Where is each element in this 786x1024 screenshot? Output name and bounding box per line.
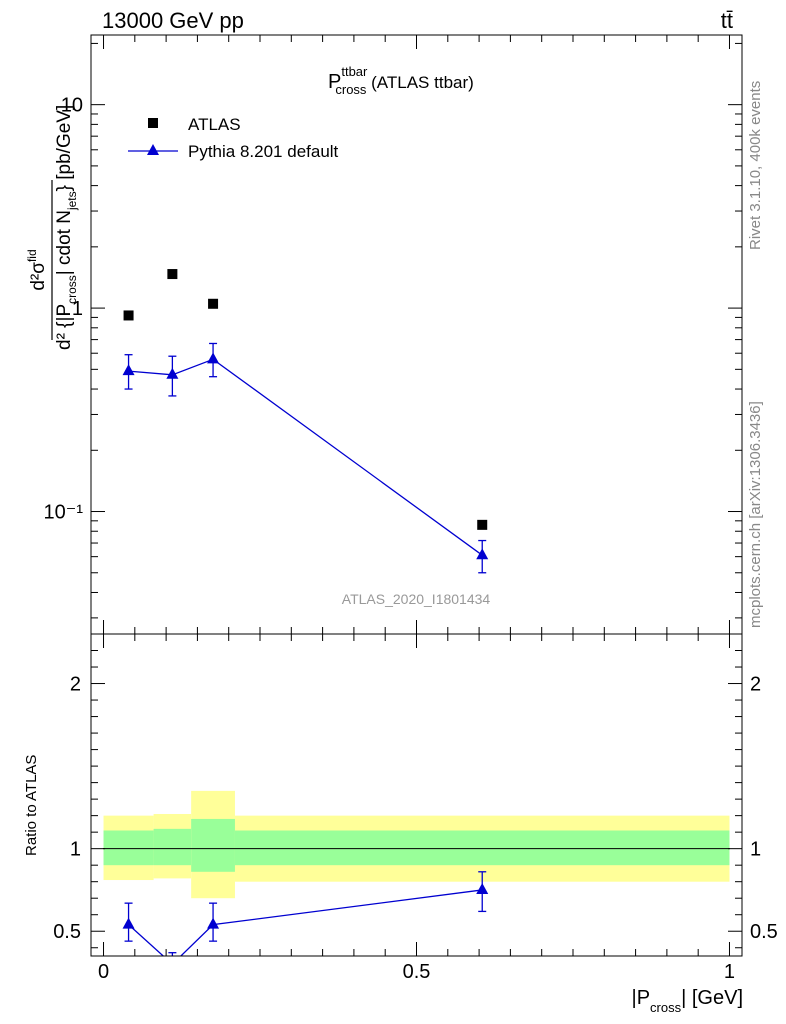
pythia-data-point	[207, 352, 220, 364]
ratio-y-tick-label: 1	[70, 839, 81, 861]
ratio-band-inner	[103, 830, 154, 866]
y-tick-label: 10⁻¹	[44, 502, 84, 524]
ratio-band-inner	[191, 818, 235, 872]
ratio-data-point	[122, 917, 135, 929]
main-y-axis-label: d²σfid d² {|Pcross| cdot Njets} [pb/GeV]	[25, 105, 79, 350]
title-suffix: (ATLAS ttbar)	[366, 73, 473, 92]
ylabel-numerator: d²σfid	[25, 249, 49, 290]
x-axis-label: |Pcross| [GeV]	[632, 987, 744, 1015]
energy-label: 13000 GeV pp	[102, 8, 244, 33]
rivet-label: Rivet 3.1.10, 400k events	[747, 81, 764, 250]
title-main: P	[328, 71, 341, 93]
x-tick-label: 0	[98, 961, 109, 983]
pythia-data-point	[122, 364, 135, 376]
ratio-frame	[90, 633, 743, 957]
ratio-y-tick-label-right: 0.5	[750, 921, 778, 943]
ratio-y-tick-label: 0.5	[53, 921, 81, 943]
ratio-series	[122, 871, 489, 968]
pythia-series-line	[128, 358, 483, 556]
pythia-data-point	[166, 367, 179, 379]
ratio-data-point	[166, 957, 178, 968]
legend: ATLAS Pythia 8.201 default	[128, 115, 339, 161]
main-panel: 10⁻¹ 1 10 Pttbar cross (ATLAS ttbar) ATLAS …	[25, 34, 743, 635]
atlas-data-point	[123, 310, 134, 321]
analysis-id: ATLAS_2020_I1801434	[342, 591, 491, 607]
y-tick-label: 10	[61, 95, 83, 117]
main-ticks: 10⁻¹ 1 10	[44, 35, 742, 634]
title-sup: ttbar	[341, 64, 368, 79]
ratio-data-point	[476, 882, 489, 894]
legend-atlas-marker	[148, 118, 158, 128]
atlas-data-point	[477, 519, 488, 530]
y-tick-label: 1	[72, 298, 83, 320]
main-series	[122, 269, 489, 574]
ratio-band-inner	[234, 830, 730, 866]
title-sub: cross	[335, 82, 367, 97]
ratio-panel: 0.5 0.5 1 1 2 2 0 0.5 1 Ratio to ATLAS |Pcross| …	[23, 633, 778, 1015]
atlas-data-point	[167, 269, 178, 280]
ratio-series-line	[128, 889, 483, 956]
pythia-data-point	[476, 548, 489, 560]
legend-mc-label: Pythia 8.201 default	[188, 142, 339, 161]
ratio-y-axis-label: Ratio to ATLAS	[23, 755, 40, 856]
ratio-data-point	[207, 917, 220, 929]
ratio-ticks: 0.5 0.5 1 1 2 2 0 0.5 1	[53, 634, 778, 983]
x-tick-label: 1	[724, 961, 735, 983]
main-title: Pttbar cross (ATLAS ttbar)	[328, 64, 474, 97]
process-label: tt̄	[721, 8, 733, 33]
legend-atlas-label: ATLAS	[188, 115, 241, 134]
x-tick-label: 0.5	[403, 961, 431, 983]
ratio-band-inner	[153, 828, 192, 866]
atlas-data-point	[208, 298, 219, 309]
ratio-y-tick-label: 2	[70, 674, 81, 696]
ratio-y-tick-label-right: 1	[750, 839, 761, 861]
ratio-y-tick-label-right: 2	[750, 674, 761, 696]
ratio-bands	[103, 790, 730, 899]
ylabel-denominator: d² {|Pcross| cdot Njets} [pb/GeV]	[54, 105, 79, 350]
mcplots-label: mcplots.cern.ch [arXiv:1306.3436]	[747, 401, 764, 628]
legend-mc-marker	[147, 144, 159, 155]
